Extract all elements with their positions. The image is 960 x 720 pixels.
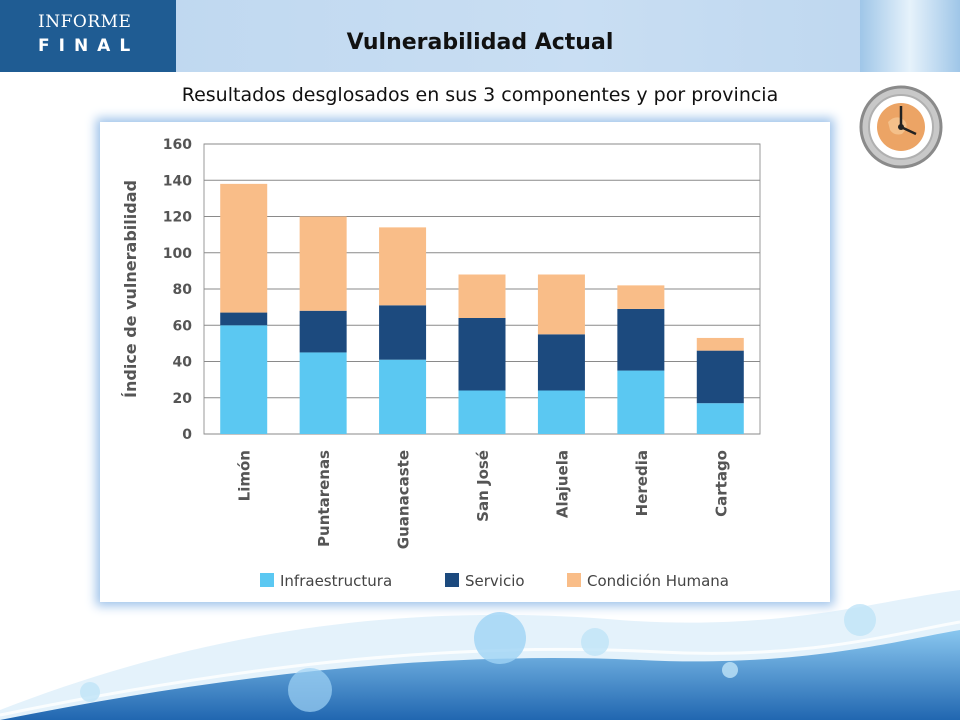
bar-segment: [299, 216, 347, 311]
logo-line1: INFORME: [38, 12, 132, 32]
bar-segment: [299, 310, 347, 353]
bar-segment: [617, 308, 665, 371]
logo-line2: FINAL: [38, 36, 140, 56]
bar-segment: [220, 312, 268, 326]
bar-segment: [379, 359, 427, 434]
clock-icon: [859, 85, 943, 169]
legend-label: Servicio: [465, 572, 525, 590]
stacked-bar-chart: 0 20 40 60 80 100 120 140 160 Índice de vulnerabi…: [121, 137, 761, 590]
x-tick-label: Guanacaste: [395, 450, 413, 549]
bar-segment: [696, 337, 744, 351]
bar-segment: [458, 318, 506, 391]
y-tick-label: 0: [182, 427, 192, 443]
y-tick-label: 140: [163, 173, 192, 189]
x-tick-label: Limón: [236, 450, 254, 501]
x-tick-label: Cartago: [712, 450, 730, 517]
y-tick-label: 40: [173, 355, 193, 371]
page-subtitle: Resultados desglosados en sus 3 componen…: [181, 84, 779, 106]
y-tick-label: 120: [163, 210, 192, 226]
y-tick-label: 20: [173, 391, 193, 407]
y-tick-label: 100: [163, 246, 192, 262]
y-tick-label: 60: [173, 318, 193, 334]
y-tick-label: 160: [163, 137, 192, 153]
bar-segment: [220, 183, 268, 313]
bar-segment: [220, 325, 268, 434]
bar-segment: [617, 285, 665, 309]
bar-segment: [537, 334, 585, 391]
bar-segment: [458, 274, 506, 318]
water-wave-decoration: [0, 590, 960, 720]
header-decoration: [860, 0, 960, 72]
legend-swatch: [567, 573, 581, 587]
bar-segment: [617, 370, 665, 434]
bar-segment: [696, 350, 744, 404]
bar-segment: [696, 403, 744, 434]
legend-label: Condición Humana: [587, 572, 729, 590]
x-tick-label: Heredia: [633, 450, 651, 516]
bar-segment: [458, 390, 506, 434]
page-title: Vulnerabilidad Actual: [346, 30, 614, 55]
legend-label: Infraestructura: [280, 572, 392, 590]
x-tick-label: San José: [474, 450, 492, 522]
chart-frame: 0 20 40 60 80 100 120 140 160 Índice de vulnerabi…: [100, 122, 830, 602]
x-tick-label: Alajuela: [553, 450, 571, 518]
x-tick-label: Puntarenas: [315, 450, 333, 547]
bar-segment: [299, 352, 347, 434]
y-axis-label: Índice de vulnerabilidad: [121, 180, 140, 398]
legend-swatch: [445, 573, 459, 587]
bar-segment: [379, 305, 427, 360]
y-tick-label: 80: [173, 282, 193, 298]
bar-segment: [537, 274, 585, 335]
logo: INFORME FINAL: [0, 0, 176, 72]
bar-segment: [537, 390, 585, 434]
legend-swatch: [260, 573, 274, 587]
bar-segment: [379, 227, 427, 306]
